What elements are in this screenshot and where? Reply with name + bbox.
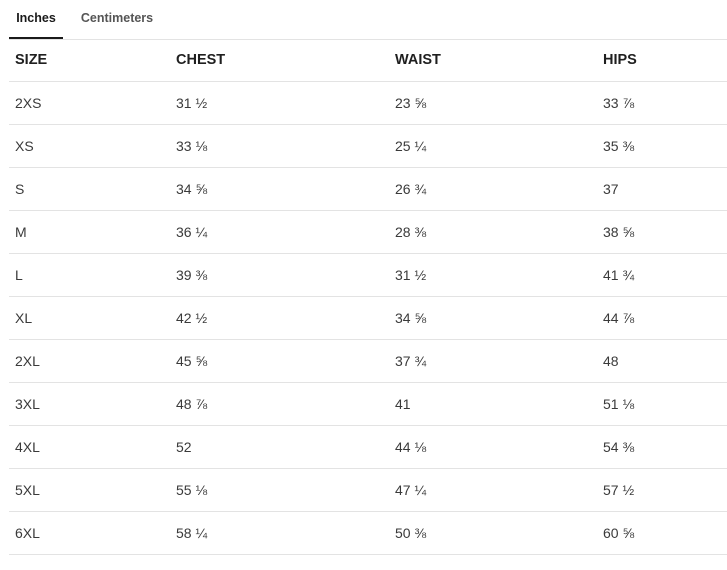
hips-cell: 48 xyxy=(597,339,727,383)
column-header-hips: HIPS xyxy=(597,39,727,82)
table-row: XS 33 ⅛ 25 ¼ 35 ⅜ xyxy=(9,124,727,168)
table-row: S 34 ⅝ 26 ¾ 37 xyxy=(9,167,727,211)
table-row: 6XL 58 ¼ 50 ⅜ 60 ⅝ xyxy=(9,511,727,555)
size-cell: M xyxy=(9,210,170,254)
chest-cell: 48 ⅞ xyxy=(170,382,389,426)
column-header-waist: WAIST xyxy=(389,39,597,82)
waist-cell: 23 ⅝ xyxy=(389,81,597,125)
size-cell: 5XL xyxy=(9,468,170,512)
chest-cell: 33 ⅛ xyxy=(170,124,389,168)
size-cell: S xyxy=(9,167,170,211)
waist-cell: 50 ⅜ xyxy=(389,511,597,555)
size-cell: 3XL xyxy=(9,382,170,426)
table-row: 3XL 48 ⅞ 41 51 ⅛ xyxy=(9,382,727,426)
column-header-chest: CHEST xyxy=(170,39,389,82)
hips-cell: 51 ⅛ xyxy=(597,382,727,426)
waist-cell: 41 xyxy=(389,382,597,426)
chest-cell: 31 ½ xyxy=(170,81,389,125)
chest-cell: 45 ⅝ xyxy=(170,339,389,383)
size-cell: 4XL xyxy=(9,425,170,469)
size-cell: XS xyxy=(9,124,170,168)
table-row: L 39 ⅜ 31 ½ 41 ¾ xyxy=(9,253,727,297)
hips-cell: 60 ⅝ xyxy=(597,511,727,555)
table-header-row: SIZE CHEST WAIST HIPS xyxy=(9,39,727,82)
waist-cell: 31 ½ xyxy=(389,253,597,297)
chest-cell: 36 ¼ xyxy=(170,210,389,254)
table-row: M 36 ¼ 28 ⅜ 38 ⅝ xyxy=(9,210,727,254)
size-cell: XL xyxy=(9,296,170,340)
waist-cell: 34 ⅝ xyxy=(389,296,597,340)
unit-tabs: Inches Centimeters xyxy=(9,0,727,40)
waist-cell: 37 ¾ xyxy=(389,339,597,383)
hips-cell: 54 ⅜ xyxy=(597,425,727,469)
chest-cell: 52 xyxy=(170,425,389,469)
chest-cell: 42 ½ xyxy=(170,296,389,340)
size-cell: L xyxy=(9,253,170,297)
chest-cell: 55 ⅛ xyxy=(170,468,389,512)
table-row: XL 42 ½ 34 ⅝ 44 ⅞ xyxy=(9,296,727,340)
table-row: 2XS 31 ½ 23 ⅝ 33 ⅞ xyxy=(9,81,727,125)
table-row: 5XL 55 ⅛ 47 ¼ 57 ½ xyxy=(9,468,727,512)
hips-cell: 35 ⅜ xyxy=(597,124,727,168)
waist-cell: 26 ¾ xyxy=(389,167,597,211)
waist-cell: 47 ¼ xyxy=(389,468,597,512)
chest-cell: 34 ⅝ xyxy=(170,167,389,211)
tab-inches[interactable]: Inches xyxy=(9,0,63,39)
waist-cell: 25 ¼ xyxy=(389,124,597,168)
size-cell: 2XS xyxy=(9,81,170,125)
hips-cell: 37 xyxy=(597,167,727,211)
hips-cell: 38 ⅝ xyxy=(597,210,727,254)
size-chart-table: SIZE CHEST WAIST HIPS 2XS 31 ½ 23 ⅝ 33 ⅞… xyxy=(9,39,727,555)
table-row: 4XL 52 44 ⅛ 54 ⅜ xyxy=(9,425,727,469)
tab-centimeters[interactable]: Centimeters xyxy=(80,11,154,25)
hips-cell: 44 ⅞ xyxy=(597,296,727,340)
waist-cell: 44 ⅛ xyxy=(389,425,597,469)
size-cell: 2XL xyxy=(9,339,170,383)
chest-cell: 58 ¼ xyxy=(170,511,389,555)
chest-cell: 39 ⅜ xyxy=(170,253,389,297)
column-header-size: SIZE xyxy=(9,39,170,82)
waist-cell: 28 ⅜ xyxy=(389,210,597,254)
hips-cell: 57 ½ xyxy=(597,468,727,512)
table-row: 2XL 45 ⅝ 37 ¾ 48 xyxy=(9,339,727,383)
hips-cell: 33 ⅞ xyxy=(597,81,727,125)
hips-cell: 41 ¾ xyxy=(597,253,727,297)
size-cell: 6XL xyxy=(9,511,170,555)
